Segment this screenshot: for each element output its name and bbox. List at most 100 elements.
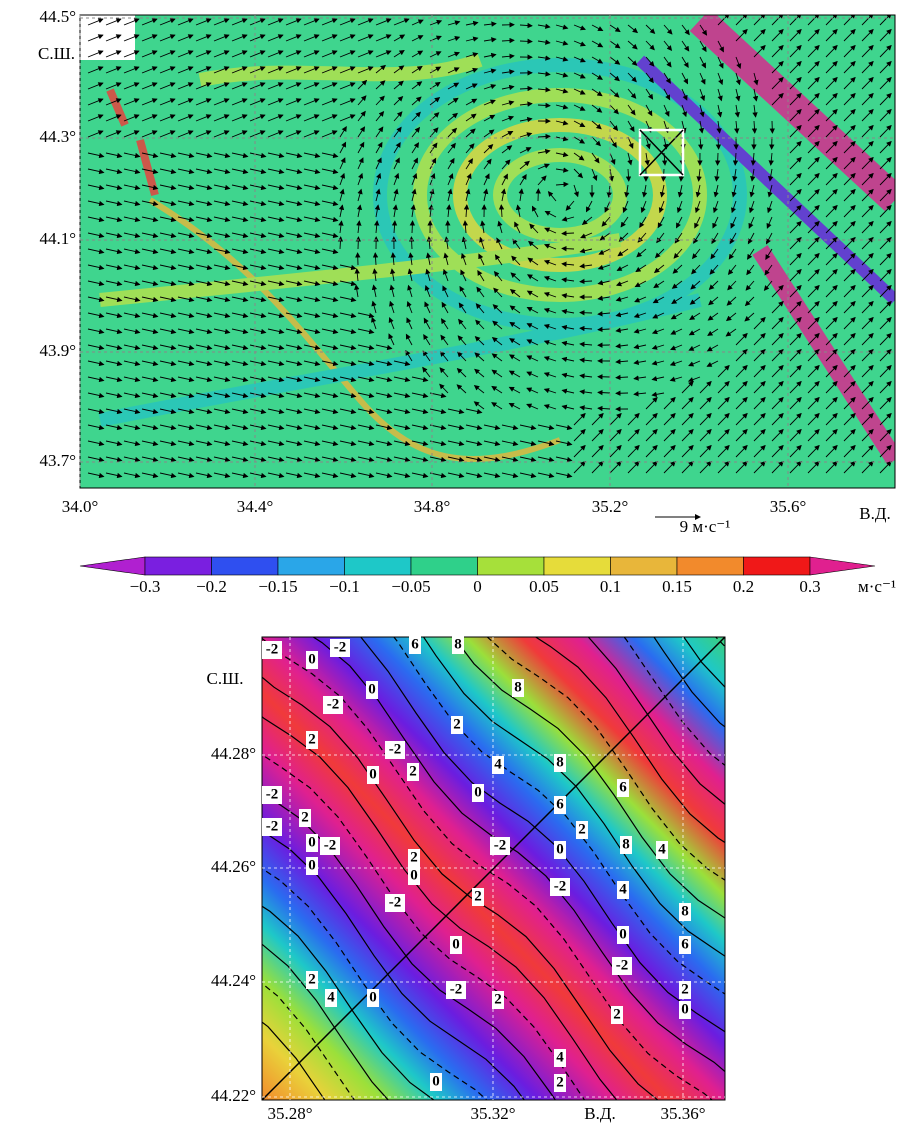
wind-arrow <box>371 284 378 298</box>
wind-arrow <box>105 200 123 207</box>
wind-arrow <box>465 83 478 90</box>
wind-arrow <box>423 317 431 330</box>
wind-arrow <box>87 280 105 287</box>
wind-arrow <box>465 20 479 27</box>
wind-arrow <box>123 184 141 191</box>
wind-arrow <box>825 284 838 298</box>
wind-arrow <box>141 18 158 26</box>
wind-arrow <box>339 114 356 122</box>
wind-arrow <box>789 300 802 314</box>
colorbar-box <box>410 556 478 576</box>
wind-arrow <box>717 364 730 378</box>
wind-arrow <box>825 92 838 106</box>
wind-arrow <box>825 60 838 74</box>
wind-arrow <box>825 332 838 346</box>
wind-arrow <box>231 82 248 90</box>
wind-arrow <box>477 269 485 282</box>
wind-arrow <box>213 184 231 191</box>
lat-tick-label: 43.9° <box>39 341 76 360</box>
wind-arrow <box>599 232 611 241</box>
wind-arrow <box>339 312 357 319</box>
wind-arrow <box>676 216 683 229</box>
wind-arrow <box>249 168 267 175</box>
wind-arrow <box>537 55 551 61</box>
wind-arrow <box>249 66 266 74</box>
lon-unit: В.Д. <box>584 1104 615 1123</box>
wind-arrow <box>727 264 737 276</box>
contour-label: -2 <box>266 641 279 657</box>
wind-arrow <box>527 257 539 266</box>
wind-arrow <box>725 328 737 337</box>
wind-arrow <box>339 376 357 383</box>
wind-arrow <box>393 49 405 58</box>
wind-arrow <box>579 248 593 254</box>
wind-arrow <box>750 168 756 182</box>
wind-arrow <box>213 34 230 42</box>
lat-tick-label: 44.28° <box>211 744 256 763</box>
wind-arrow <box>249 312 267 319</box>
wind-arrow <box>195 82 212 90</box>
wind-arrow <box>735 348 748 362</box>
wind-arrow <box>159 130 176 138</box>
wind-arrow <box>285 184 303 191</box>
wind-arrow <box>159 280 177 287</box>
wind-arrow <box>483 99 496 106</box>
wind-arrow <box>537 175 547 186</box>
wind-arrow <box>249 328 267 335</box>
wind-arrow <box>231 360 249 367</box>
wind-arrow <box>87 168 105 175</box>
wind-arrow <box>371 300 377 314</box>
wind-arrow <box>422 366 431 378</box>
lon-tick-label: 34.0° <box>62 497 99 516</box>
wind-arrow <box>267 66 284 74</box>
wind-arrow <box>465 67 479 74</box>
wind-arrow <box>357 18 374 26</box>
wind-arrow <box>411 142 420 154</box>
wind-arrow <box>87 130 104 138</box>
wind-arrow <box>411 172 418 186</box>
wind-arrow <box>843 332 856 346</box>
wind-arrow <box>789 220 802 234</box>
wind-arrow <box>231 200 249 207</box>
wind-arrow <box>159 34 176 42</box>
wind-arrow <box>483 114 496 122</box>
wind-arrow <box>447 173 454 186</box>
lat-tick-label: 44.24° <box>211 971 256 990</box>
wind-arrow <box>213 344 231 351</box>
wind-arrow <box>213 248 231 255</box>
wind-arrow <box>713 184 719 198</box>
wind-arrow <box>555 167 569 173</box>
wind-arrow <box>87 50 104 58</box>
wind-arrow <box>159 200 177 207</box>
wind-arrow <box>440 334 449 346</box>
wind-arrow <box>321 98 338 106</box>
wind-arrow <box>526 323 539 330</box>
wind-arrow <box>601 216 611 227</box>
wind-arrow <box>843 268 856 282</box>
wind-arrow <box>303 98 320 106</box>
wind-arrow <box>645 72 654 84</box>
wind-arrow <box>716 120 722 134</box>
wind-arrow <box>406 300 413 314</box>
wind-arrow <box>105 114 122 122</box>
wind-arrow <box>441 301 449 314</box>
wind-arrow <box>249 264 267 271</box>
wind-arrow <box>213 130 230 138</box>
wind-arrow <box>354 268 360 282</box>
wind-arrow <box>474 352 485 362</box>
colorbar-extension <box>79 556 146 576</box>
wind-arrow <box>177 248 195 255</box>
wind-arrow <box>543 307 557 314</box>
wind-arrow <box>87 34 104 42</box>
wind-arrow <box>321 344 339 351</box>
wind-arrow <box>389 284 395 298</box>
wind-arrow <box>537 23 551 29</box>
wind-arrow <box>105 280 123 287</box>
wind-arrow <box>843 364 856 378</box>
wind-arrow <box>87 66 104 74</box>
contour-label: -2 <box>266 818 279 834</box>
wind-arrow <box>789 268 802 282</box>
wind-arrow <box>663 104 670 117</box>
wind-arrow <box>231 66 248 74</box>
wind-arrow <box>789 140 802 154</box>
